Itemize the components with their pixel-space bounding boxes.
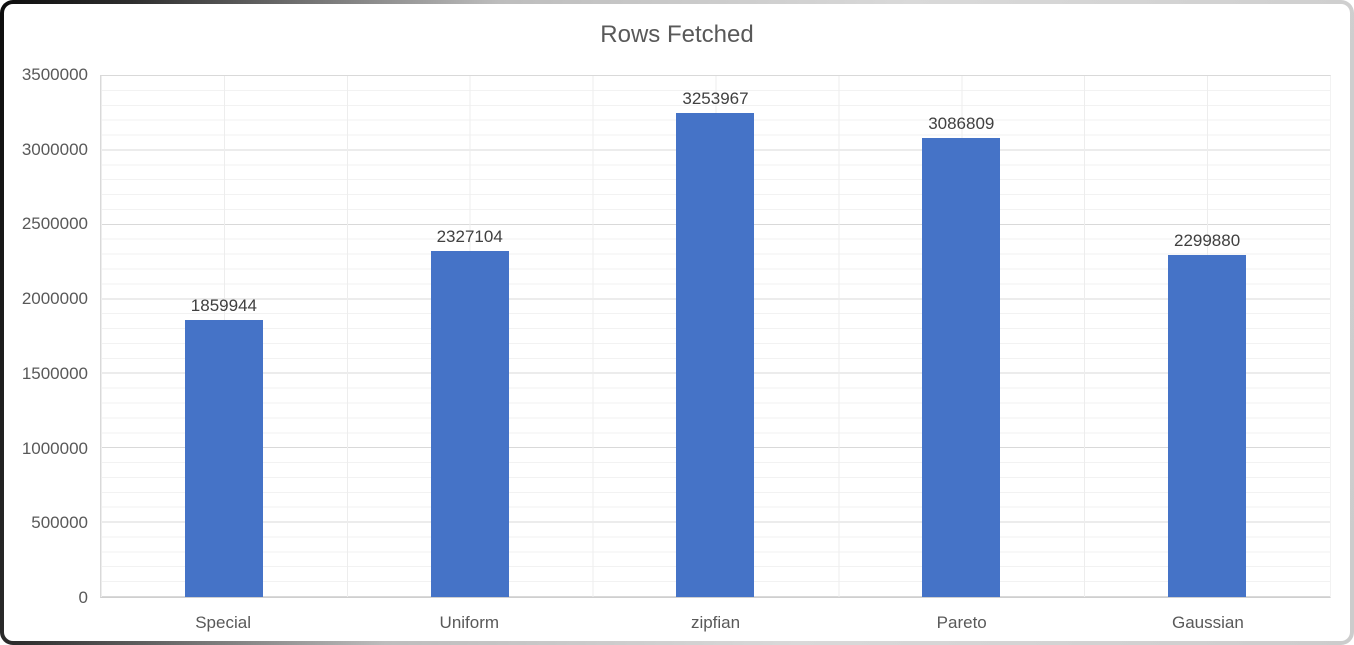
chart-title: Rows Fetched [600,21,754,48]
bar-group-gaussian: 2299880 [1084,76,1330,597]
bar-pareto [922,137,1001,597]
x-axis-label-pareto: Pareto [936,613,987,632]
x-axis-label-special: Special [195,613,251,632]
y-axis-tick: 3000000 [21,139,88,159]
bar-zipfian [676,112,755,597]
bar-special [184,320,263,597]
bar-uniform [430,250,509,597]
y-axis-tick: 500000 [31,513,88,533]
y-axis: 3500000 3000000 2500000 2000000 1500000 … [4,65,88,607]
y-axis-tick: 2500000 [21,214,88,234]
x-axis-label-gaussian: Gaussian [1172,613,1244,632]
y-axis-tick: 0 [78,588,88,607]
bar-value-label: 3086809 [928,113,995,133]
x-axis: Special Uniform zipfian Pareto Gaussian [100,612,1331,633]
x-axis-label-zipfian: zipfian [690,613,741,632]
y-axis-tick: 3500000 [21,65,88,84]
bar-value-label: 3253967 [682,88,749,108]
bar-group-uniform: 2327104 [347,76,593,597]
chart-canvas: Rows Fetched 3500000 3000000 2500000 200… [4,4,1350,641]
bar-slots: 1859944 2327104 3253967 3086809 2299880 [101,76,1330,597]
bar-group-pareto: 3086809 [838,76,1084,597]
bar-group-special: 1859944 [101,76,347,597]
bar-value-label: 2299880 [1173,230,1241,250]
y-axis-tick: 1500000 [21,363,88,383]
y-axis-tick: 2000000 [21,289,88,309]
bar-value-label: 2327104 [436,226,503,246]
bar-value-label: 1859944 [190,296,257,316]
y-axis-tick: 1000000 [21,438,88,458]
bar-group-zipfian: 3253967 [593,76,839,597]
bar-gaussian [1168,254,1247,597]
plot-area: 1859944 2327104 3253967 3086809 2299880 [100,75,1331,598]
x-axis-label-uniform: Uniform [439,613,500,632]
